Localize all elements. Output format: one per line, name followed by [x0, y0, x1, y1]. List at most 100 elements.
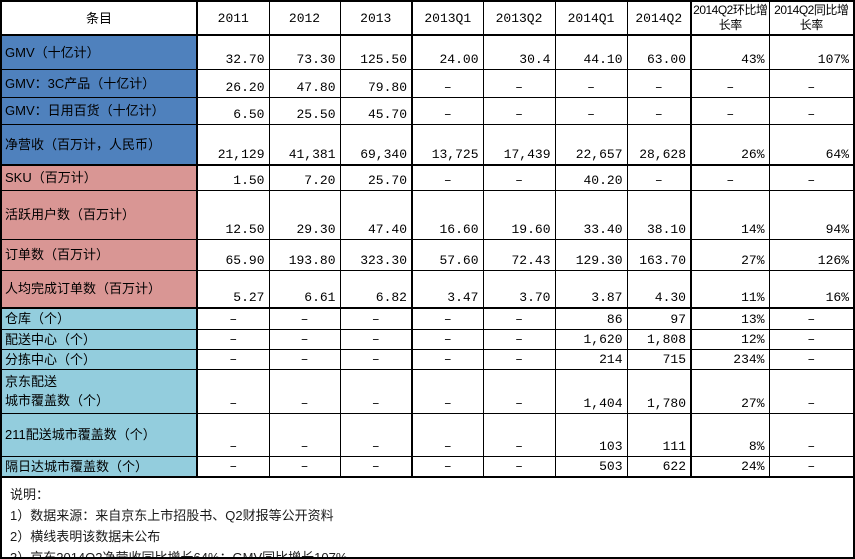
row-label: 仓库（个）	[2, 307, 198, 330]
value-cell: 27%	[690, 368, 770, 414]
value-cell: 129.30	[554, 238, 628, 271]
value-cell: –	[482, 348, 556, 370]
value-cell: –	[339, 348, 413, 370]
value-cell: –	[768, 368, 853, 414]
value-cell: 24%	[690, 455, 770, 478]
value-cell: –	[268, 455, 341, 478]
value-cell: –	[768, 96, 853, 125]
value-cell: 26%	[690, 123, 770, 166]
value-cell: 72.43	[482, 238, 556, 271]
value-cell: 13%	[690, 307, 770, 330]
value-cell: –	[768, 455, 853, 478]
value-cell: –	[690, 164, 770, 191]
value-cell: –	[768, 68, 853, 98]
row-label: GMV：日用百货（十亿计）	[2, 96, 198, 125]
table-row-active-users: 活跃用户数（百万计） 12.50 29.30 47.40 16.60 19.60…	[2, 189, 853, 240]
value-cell: 6.61	[268, 269, 341, 309]
value-cell: 214	[554, 348, 628, 370]
value-cell: –	[268, 328, 341, 350]
table-row-orders-per-user: 人均完成订单数（百万计） 5.27 6.61 6.82 3.47 3.70 3.…	[2, 269, 853, 309]
table-row-delivery-stations: 配送中心（个） – – – – – 1,620 1,808 12% –	[2, 328, 853, 350]
value-cell: 12%	[690, 328, 770, 350]
value-cell: –	[268, 348, 341, 370]
value-cell: –	[411, 328, 484, 350]
notes: 说明： 1）数据来源：来自京东上市招股书、Q2财报等公开资料 2）横线表明该数据…	[2, 478, 853, 559]
value-cell: –	[554, 96, 628, 125]
column-header-item: 条目	[2, 2, 198, 36]
value-cell: 57.60	[411, 238, 484, 271]
value-cell: 47.40	[339, 189, 413, 240]
table-row-gmv: GMV（十亿计） 32.70 73.30 125.50 24.00 30.4 4…	[2, 34, 853, 70]
value-cell: –	[411, 68, 484, 98]
value-cell: 125.50	[339, 34, 413, 70]
value-cell: 126%	[768, 238, 853, 271]
value-cell: –	[339, 307, 413, 330]
table-row-sku: SKU（百万计） 1.50 7.20 25.70 – – 40.20 – – –	[2, 164, 853, 191]
value-cell: 3.70	[482, 269, 556, 309]
value-cell: –	[411, 412, 484, 457]
value-cell: 1,780	[626, 368, 692, 414]
value-cell: –	[196, 328, 270, 350]
column-header-yoy-growth: 2014Q2同比增 长率	[768, 2, 853, 36]
value-cell: 41,381	[268, 123, 341, 166]
row-label: 211配送城市覆盖数（个）	[2, 412, 198, 457]
table-row-net-revenue: 净营收（百万计，人民币） 21,129 41,381 69,340 13,725…	[2, 123, 853, 166]
value-cell: –	[768, 412, 853, 457]
value-cell: 44.10	[554, 34, 628, 70]
note-line-growth: 3）京东2014Q2净营收同比增长64%；GMV同比增长107%	[10, 549, 348, 559]
column-header-2011: 2011	[196, 2, 270, 36]
value-cell: 503	[554, 455, 628, 478]
value-cell: –	[411, 164, 484, 191]
value-cell: –	[482, 328, 556, 350]
value-cell: –	[626, 164, 692, 191]
value-cell: –	[482, 412, 556, 457]
value-cell: –	[268, 368, 341, 414]
value-cell: 715	[626, 348, 692, 370]
value-cell: 6.82	[339, 269, 413, 309]
row-label: 京东配送 城市覆盖数（个）	[2, 368, 198, 414]
column-header-2013q1: 2013Q1	[411, 2, 484, 36]
value-cell: 17,439	[482, 123, 556, 166]
value-cell: –	[411, 348, 484, 370]
table-row-211-delivery-cities: 211配送城市覆盖数（个） – – – – – 103 111 8% –	[2, 412, 853, 457]
value-cell: –	[768, 164, 853, 191]
metrics-table: 条目 2011 2012 2013 2013Q1 2013Q2 2014Q1 2…	[2, 2, 853, 478]
value-cell: –	[339, 328, 413, 350]
value-cell: 27%	[690, 238, 770, 271]
value-cell: –	[196, 348, 270, 370]
value-cell: 29.30	[268, 189, 341, 240]
value-cell: 28,628	[626, 123, 692, 166]
value-cell: 103	[554, 412, 628, 457]
value-cell: 86	[554, 307, 628, 330]
value-cell: 26.20	[196, 68, 270, 98]
value-cell: 97	[626, 307, 692, 330]
value-cell: –	[268, 412, 341, 457]
value-cell: –	[482, 164, 556, 191]
value-cell: –	[196, 307, 270, 330]
value-cell: –	[690, 68, 770, 98]
row-label: SKU（百万计）	[2, 164, 198, 191]
column-header-2014q1: 2014Q1	[554, 2, 628, 36]
table-row-warehouses: 仓库（个） – – – – – 86 97 13% –	[2, 307, 853, 330]
row-label: 净营收（百万计，人民币）	[2, 123, 198, 166]
value-cell: –	[626, 68, 692, 98]
value-cell: 6.50	[196, 96, 270, 125]
value-cell: –	[482, 455, 556, 478]
table-row-jd-delivery-cities: 京东配送 城市覆盖数（个） – – – – – 1,404 1,780 27% …	[2, 368, 853, 414]
column-header-2013q2: 2013Q2	[482, 2, 556, 36]
row-label: GMV（十亿计）	[2, 34, 198, 70]
note-line-source: 1）数据来源：来自京东上市招股书、Q2财报等公开资料	[10, 507, 334, 523]
value-cell: 69,340	[339, 123, 413, 166]
row-label: 订单数（百万计）	[2, 238, 198, 271]
value-cell: 8%	[690, 412, 770, 457]
value-cell: –	[196, 412, 270, 457]
note-line-dash-meaning: 2）横线表明该数据未公布	[10, 528, 161, 544]
value-cell: 3.47	[411, 269, 484, 309]
value-cell: 94%	[768, 189, 853, 240]
value-cell: 234%	[690, 348, 770, 370]
value-cell: 73.30	[268, 34, 341, 70]
value-cell: 24.00	[411, 34, 484, 70]
row-label: 人均完成订单数（百万计）	[2, 269, 198, 309]
value-cell: 79.80	[339, 68, 413, 98]
